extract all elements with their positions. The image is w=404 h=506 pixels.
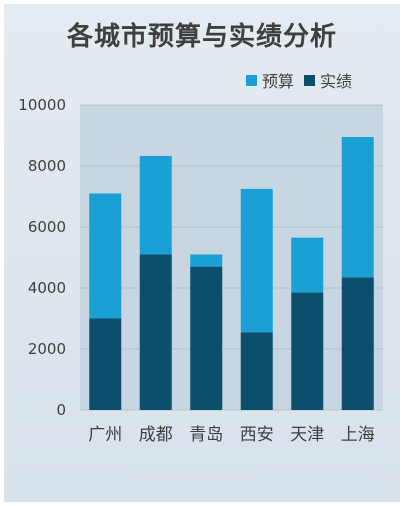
x-tick-label: 青岛	[189, 425, 223, 445]
y-tick-label: 4000	[28, 279, 66, 297]
y-tick-label: 2000	[28, 340, 66, 358]
bar-budget	[240, 188, 273, 333]
x-tick-label: 广州	[88, 425, 122, 445]
legend-label-actual: 实绩	[320, 72, 353, 91]
legend: 预算 实绩	[246, 68, 352, 92]
y-tick-label: 8000	[28, 157, 66, 175]
y-tick-label: 10000	[18, 96, 66, 114]
bar-actual	[139, 254, 172, 410]
bar-budget	[89, 193, 122, 319]
plot-area	[80, 105, 383, 410]
y-tick-label: 6000	[28, 218, 66, 236]
bar-budget	[190, 254, 223, 267]
y-tick-label: 0	[56, 401, 66, 419]
legend-swatch-actual	[304, 74, 316, 86]
bar-actual	[341, 277, 374, 410]
bar-actual	[89, 318, 122, 410]
bar-budget	[341, 137, 374, 278]
legend-item-budget: 预算	[246, 68, 294, 92]
legend-label-budget: 预算	[262, 72, 295, 91]
bar-actual	[291, 292, 324, 410]
x-tick-label: 上海	[341, 425, 375, 445]
x-tick-label: 西安	[240, 425, 274, 445]
legend-swatch-budget	[246, 74, 257, 86]
legend-item-actual: 实绩	[304, 68, 352, 92]
bar-budget	[139, 155, 172, 255]
bar-actual	[190, 266, 223, 410]
bar-budget	[291, 237, 324, 293]
chart-title: 各城市预算与实绩分析	[66, 22, 337, 52]
x-tick-label: 成都	[139, 425, 173, 445]
x-tick-label: 天津	[290, 425, 324, 445]
bar-actual	[240, 332, 273, 410]
